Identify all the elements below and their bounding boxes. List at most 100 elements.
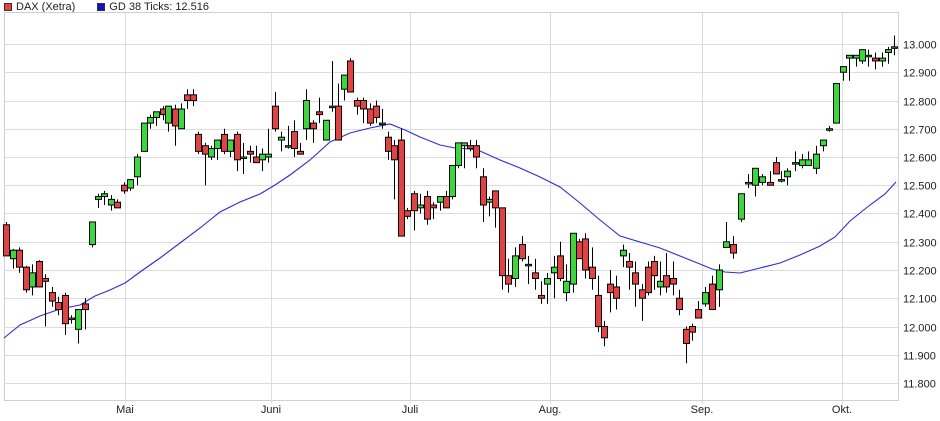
x-tick-label: Okt. — [832, 404, 852, 416]
candle — [767, 171, 774, 186]
candle — [683, 326, 690, 364]
candle — [820, 139, 827, 152]
candle — [141, 122, 148, 152]
candle — [846, 54, 853, 81]
candle — [784, 168, 791, 186]
candle — [379, 108, 386, 129]
candle — [449, 164, 456, 200]
candle — [214, 139, 221, 160]
candle — [437, 196, 444, 211]
candle — [16, 247, 23, 273]
candle — [335, 83, 342, 141]
candle — [805, 151, 812, 166]
candle — [557, 241, 564, 282]
y-tick-label: 12.300 — [903, 238, 937, 250]
candle — [657, 261, 664, 296]
candle — [202, 142, 209, 186]
y-tick-label: 11.900 — [903, 351, 936, 363]
candle — [36, 260, 43, 288]
candle — [121, 182, 128, 194]
plot-frame — [4, 12, 899, 401]
candle — [265, 128, 272, 163]
candle — [82, 298, 89, 330]
candle — [745, 173, 752, 189]
candle — [172, 104, 179, 146]
candle — [134, 154, 141, 186]
candle — [127, 179, 134, 191]
candle — [670, 261, 677, 296]
y-tick-label: 12.400 — [903, 209, 937, 221]
y-tick-label: 13.000 — [903, 40, 937, 52]
candle — [101, 190, 108, 206]
candle — [716, 264, 723, 307]
candle — [505, 258, 512, 293]
candle — [570, 232, 577, 293]
candle — [595, 275, 602, 333]
candle — [752, 167, 759, 197]
candle — [165, 105, 172, 132]
y-tick-label: 12.700 — [903, 125, 937, 137]
y-tick-label: 12.000 — [903, 323, 937, 335]
candle — [879, 52, 886, 67]
candle — [538, 281, 545, 304]
candle — [247, 145, 254, 163]
candle — [347, 58, 354, 93]
candle — [430, 202, 437, 220]
y-tick-label: 12.800 — [903, 97, 937, 109]
candle — [613, 275, 620, 310]
candle — [872, 52, 879, 70]
candle — [329, 60, 336, 112]
candle — [234, 131, 241, 172]
candle — [773, 157, 780, 175]
candle — [354, 97, 361, 115]
candle — [190, 89, 197, 107]
candle — [792, 151, 799, 172]
candle — [607, 270, 614, 313]
candle — [723, 221, 730, 248]
candle — [589, 247, 596, 290]
candle — [885, 46, 892, 64]
x-tick-label: Juli — [402, 404, 419, 416]
grid — [4, 12, 898, 404]
candle — [639, 284, 646, 321]
candle — [316, 97, 323, 124]
candle — [799, 154, 806, 169]
candle — [55, 296, 62, 316]
candle — [195, 131, 202, 155]
candle — [75, 309, 82, 344]
candle — [676, 289, 683, 316]
x-tick-label: Sep. — [691, 404, 714, 416]
candle — [391, 140, 398, 200]
y-tick-label: 12.900 — [903, 68, 937, 80]
candle — [499, 207, 506, 290]
candle — [695, 301, 702, 319]
candle — [840, 66, 847, 81]
candle — [601, 320, 608, 347]
legend-label-ma: GD 38 Ticks: 12.516 — [109, 1, 209, 13]
candle — [62, 292, 69, 335]
candle — [424, 190, 431, 225]
legend-label-dax: DAX (Xetra) — [16, 1, 76, 13]
candle — [291, 120, 298, 157]
candle — [23, 265, 30, 293]
candle — [738, 193, 745, 222]
y-tick-label: 12.500 — [903, 181, 937, 193]
blue-square-icon — [97, 3, 106, 11]
candle — [178, 103, 185, 130]
candle — [492, 190, 499, 228]
candle — [341, 74, 348, 101]
candle — [620, 244, 627, 268]
y-tick-label: 12.600 — [903, 153, 937, 165]
candle — [373, 100, 380, 124]
candle — [826, 125, 833, 132]
candle — [404, 207, 411, 220]
candle — [626, 253, 633, 290]
candle — [385, 131, 392, 160]
candle — [89, 221, 96, 248]
candle — [544, 272, 551, 304]
candle — [891, 35, 898, 56]
y-tick-label: 12.200 — [903, 266, 937, 278]
candle — [221, 128, 228, 155]
candle — [759, 173, 766, 186]
red-square-icon — [4, 3, 12, 11]
